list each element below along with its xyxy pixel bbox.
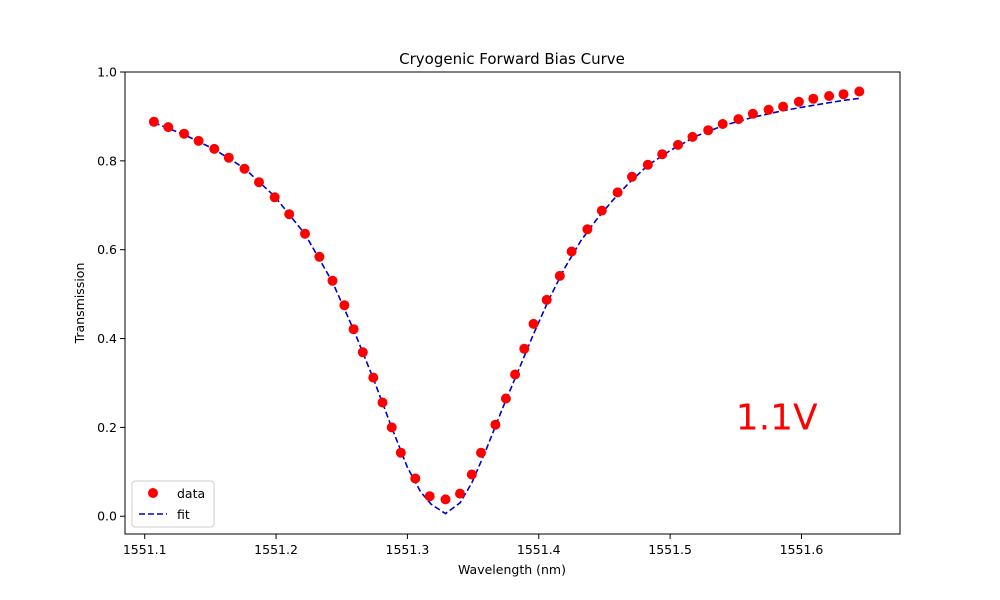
data-point bbox=[642, 159, 653, 170]
chart-title: Cryogenic Forward Bias Curve bbox=[399, 50, 625, 68]
x-tick-label: 1551.1 bbox=[123, 542, 167, 557]
data-point bbox=[627, 171, 637, 182]
y-tick-label: 0.8 bbox=[97, 153, 117, 168]
x-tick-label: 1551.3 bbox=[386, 542, 430, 557]
data-point bbox=[566, 246, 577, 257]
legend-marker-data bbox=[148, 488, 158, 498]
data-point bbox=[476, 447, 486, 458]
data-point bbox=[179, 128, 190, 139]
data-point bbox=[673, 139, 683, 150]
data-point bbox=[395, 447, 406, 458]
data-point bbox=[510, 369, 521, 380]
x-tick-label: 1551.6 bbox=[780, 542, 824, 557]
data-point bbox=[269, 192, 280, 203]
y-tick-label: 0.0 bbox=[97, 509, 117, 524]
data-point bbox=[554, 270, 565, 281]
data-point bbox=[854, 86, 865, 97]
data-point bbox=[424, 491, 435, 502]
data-point bbox=[348, 324, 359, 335]
data-point bbox=[440, 494, 451, 505]
data-point bbox=[148, 116, 159, 127]
x-axis-label: Wavelength (nm) bbox=[458, 562, 566, 577]
data-point bbox=[327, 275, 338, 286]
data-point bbox=[386, 422, 397, 433]
data-point bbox=[778, 101, 789, 112]
data-point bbox=[687, 131, 698, 142]
y-tick-label: 0.6 bbox=[97, 242, 117, 257]
data-point bbox=[339, 300, 350, 311]
y-tick-label: 0.4 bbox=[97, 331, 117, 346]
fit-line bbox=[153, 97, 861, 515]
data-point bbox=[163, 122, 174, 133]
y-axis: 0.0 0.2 0.4 0.6 0.8 1.0 bbox=[97, 65, 125, 524]
y-tick-label: 1.0 bbox=[97, 65, 117, 80]
data-point bbox=[377, 397, 388, 408]
x-axis: 1551.1 1551.2 1551.3 1551.4 1551.5 1551.6 bbox=[123, 534, 824, 557]
data-point bbox=[368, 372, 379, 383]
data-point bbox=[793, 96, 804, 107]
data-point bbox=[824, 91, 835, 101]
x-tick-label: 1551.4 bbox=[517, 542, 561, 557]
x-tick-label: 1551.5 bbox=[648, 542, 692, 557]
data-point bbox=[747, 108, 758, 119]
x-tick-label: 1551.2 bbox=[254, 542, 298, 557]
voltage-annotation: 1.1V bbox=[736, 397, 818, 438]
plot-area bbox=[148, 86, 865, 515]
data-point bbox=[582, 224, 593, 235]
data-point bbox=[314, 251, 325, 262]
data-point bbox=[838, 89, 849, 100]
y-axis-label: Transmission bbox=[72, 263, 87, 345]
data-point bbox=[455, 488, 465, 499]
data-point bbox=[300, 228, 310, 239]
plot-frame bbox=[124, 71, 901, 535]
data-point bbox=[193, 135, 204, 146]
data-point bbox=[357, 347, 368, 358]
data-point bbox=[808, 93, 819, 104]
data-point bbox=[763, 104, 774, 115]
data-point bbox=[703, 125, 714, 136]
data-point bbox=[209, 143, 220, 154]
data-point bbox=[490, 419, 501, 430]
data-point bbox=[466, 469, 477, 480]
legend-label-data: data bbox=[177, 486, 205, 501]
data-point bbox=[500, 393, 511, 404]
data-point bbox=[254, 177, 264, 188]
data-point bbox=[733, 114, 744, 125]
data-point bbox=[284, 209, 295, 220]
legend: data fit bbox=[131, 480, 215, 528]
data-point bbox=[519, 343, 530, 354]
data-point bbox=[717, 119, 728, 129]
legend-label-fit: fit bbox=[177, 507, 190, 522]
data-point bbox=[612, 187, 623, 198]
data-point bbox=[223, 152, 234, 163]
data-point bbox=[410, 473, 421, 484]
data-point bbox=[239, 163, 250, 174]
data-point bbox=[528, 318, 539, 329]
data-point bbox=[596, 205, 607, 216]
data-point bbox=[541, 294, 552, 305]
y-tick-label: 0.2 bbox=[97, 420, 117, 435]
data-point bbox=[657, 149, 668, 160]
